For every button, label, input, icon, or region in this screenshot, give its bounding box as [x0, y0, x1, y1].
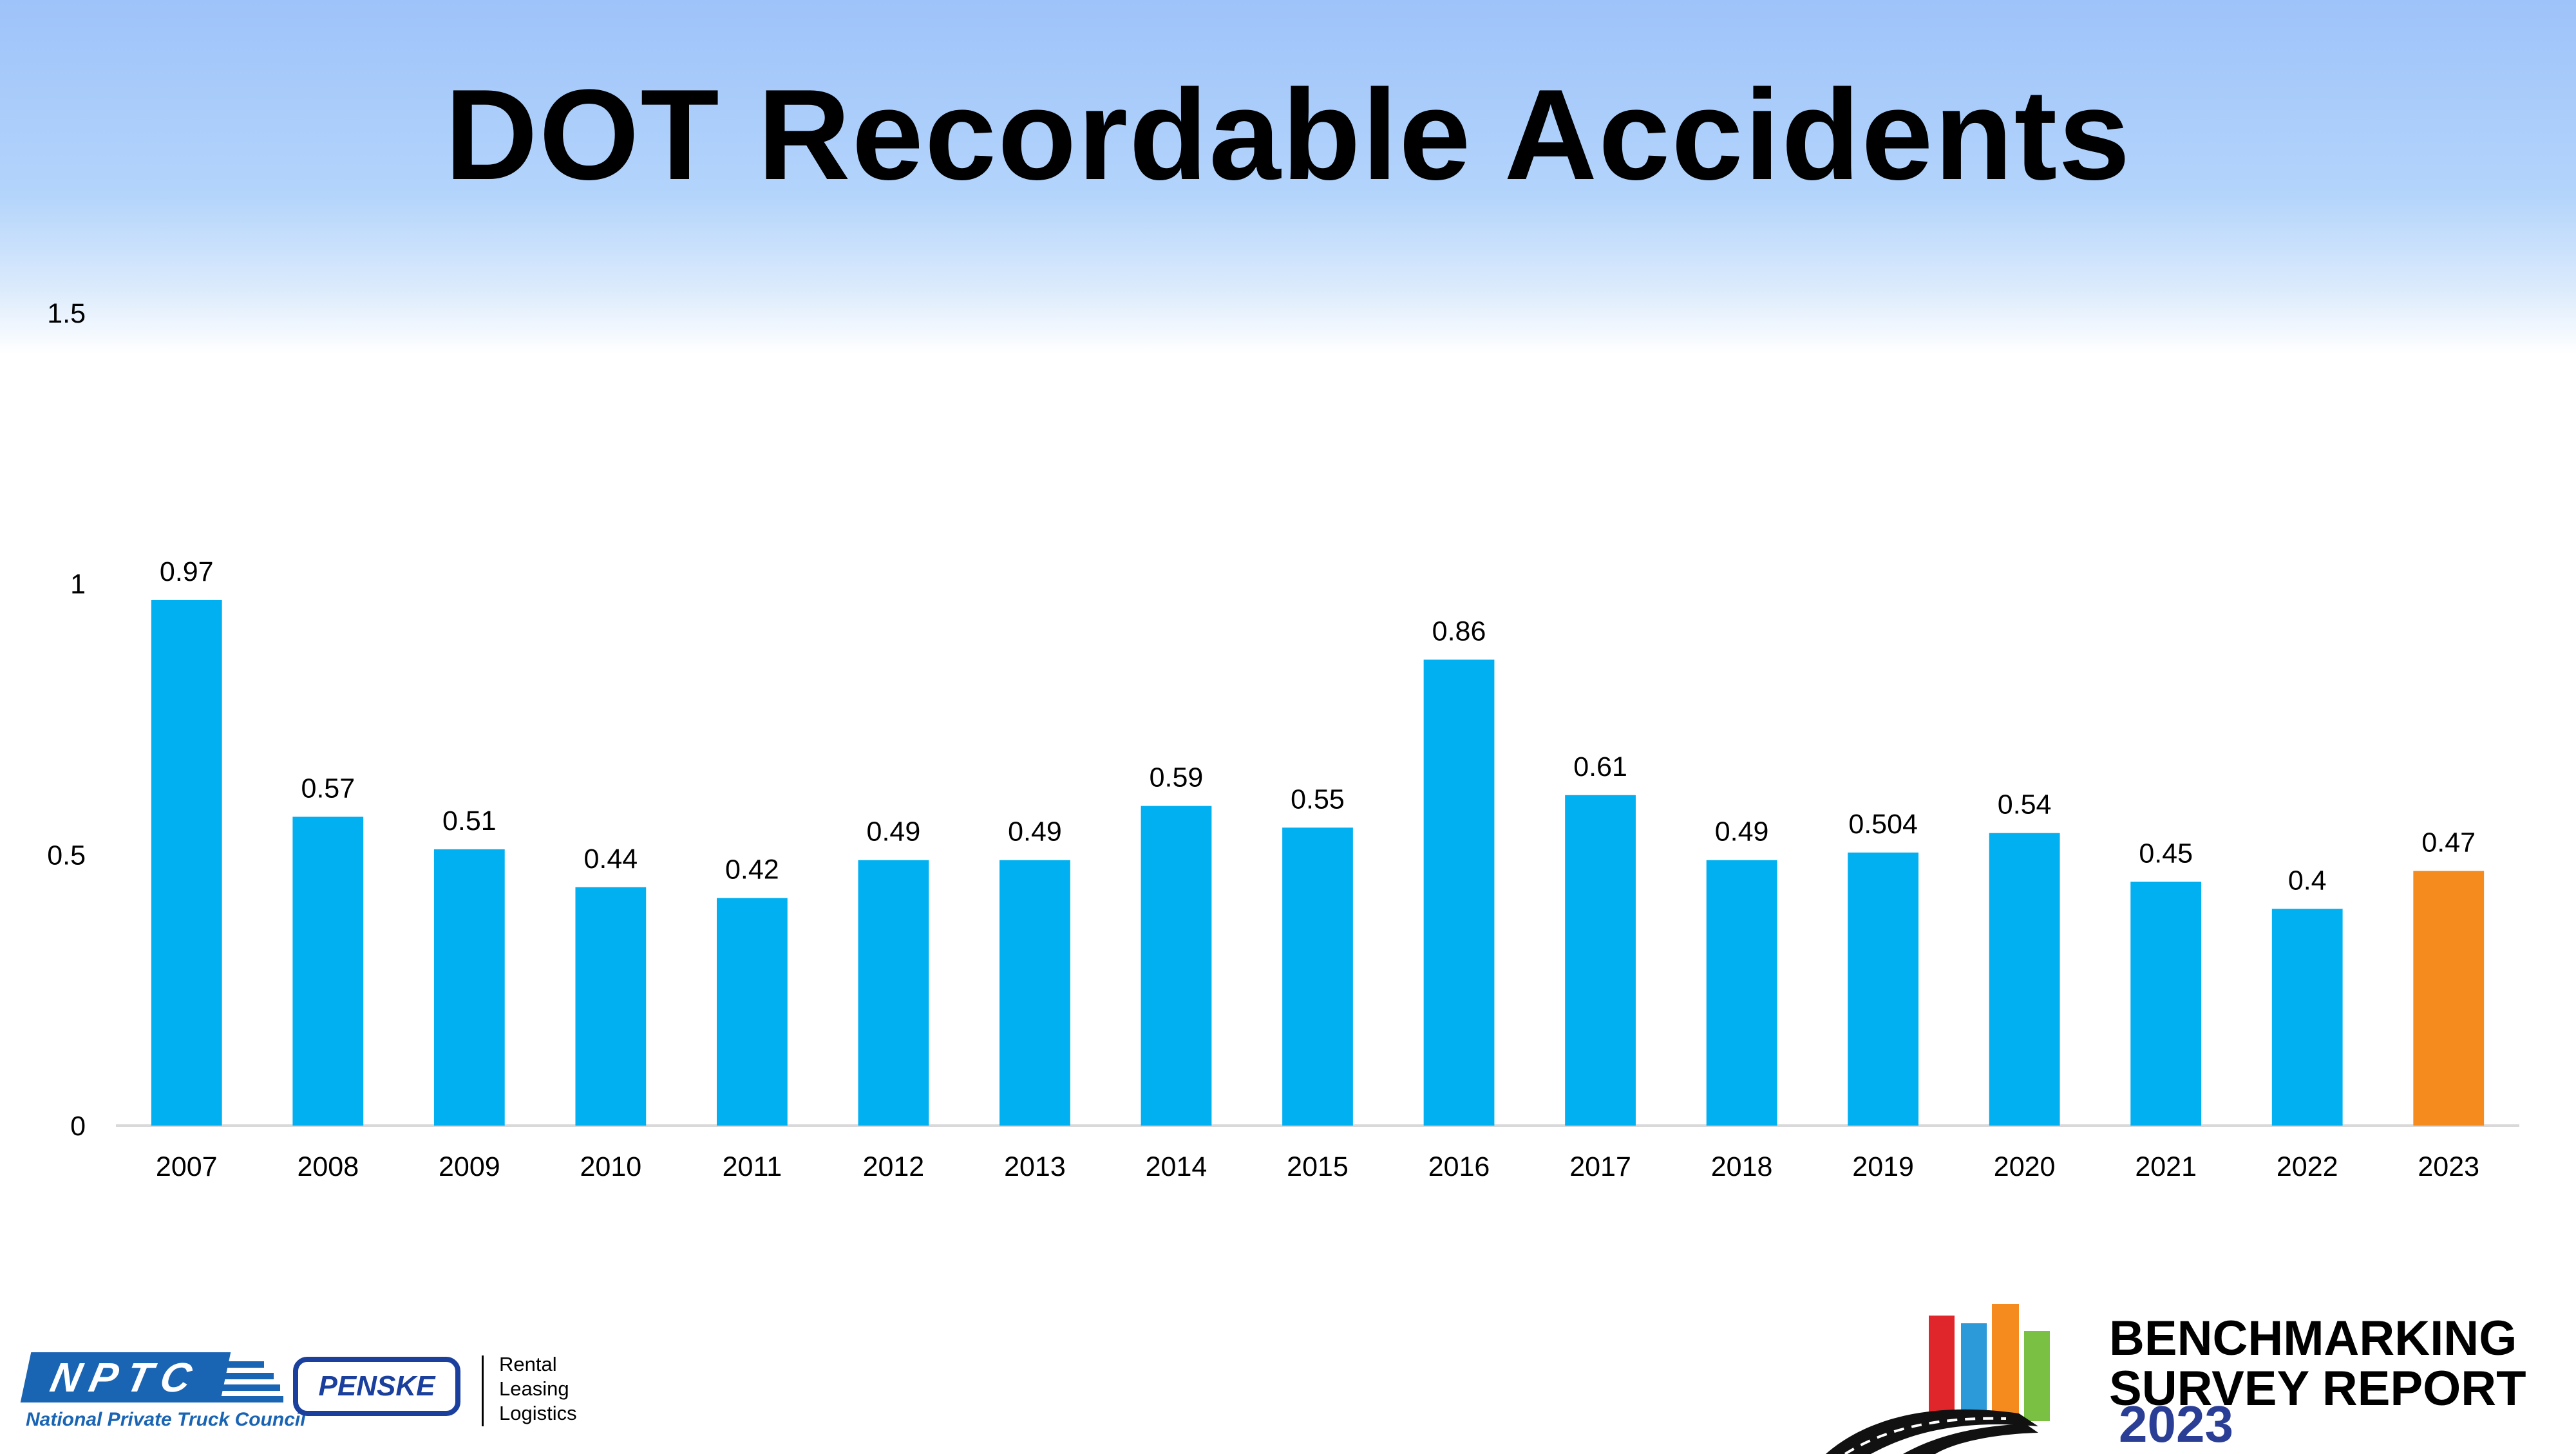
y-tick-label: 0.5 — [47, 840, 86, 871]
nptc-stripes-icon — [219, 1361, 283, 1402]
penske-service-logistics: Logistics — [499, 1402, 577, 1424]
penske-services: Rental Leasing Logistics — [499, 1352, 628, 1426]
x-tick-label-2017: 2017 — [1569, 1151, 1631, 1182]
bar-2018 — [1706, 860, 1777, 1126]
data-label-2016: 0.86 — [1432, 616, 1486, 647]
x-tick-label-2019: 2019 — [1852, 1151, 1914, 1182]
x-tick-label-2010: 2010 — [580, 1151, 642, 1182]
bar-2014 — [1141, 806, 1212, 1126]
x-tick-label-2020: 2020 — [1994, 1151, 2056, 1182]
bar-2019 — [1848, 852, 1918, 1126]
x-tick-label-2014: 2014 — [1146, 1151, 1208, 1182]
data-label-2013: 0.49 — [1008, 817, 1062, 847]
bar-2022 — [2271, 909, 2343, 1126]
bar-2008 — [292, 817, 364, 1126]
x-tick-label-2007: 2007 — [156, 1151, 218, 1182]
bar-2016 — [1423, 659, 1495, 1126]
x-tick-label-2018: 2018 — [1711, 1151, 1773, 1182]
x-tick-label-2021: 2021 — [2135, 1151, 2197, 1182]
x-tick-label-2012: 2012 — [863, 1151, 925, 1182]
penske-divider — [482, 1355, 484, 1426]
benchmarking-road-icon — [1826, 1304, 2050, 1454]
benchmarking-line2: SURVEY REPORT — [2109, 1361, 2526, 1416]
data-label-2018: 0.49 — [1715, 817, 1769, 847]
data-label-2022: 0.4 — [2288, 865, 2327, 896]
y-tick-label: 0 — [70, 1111, 86, 1142]
bar-2012 — [858, 860, 929, 1126]
x-axis: 2007 2008 2009 2010 2011 2012 2013 2014 2015 2016… — [156, 1151, 2479, 1182]
bar-2013 — [999, 860, 1070, 1126]
bar-2010 — [575, 887, 647, 1126]
bar-chart: 00.511.5 0.970.570.510.44 0.420.49 0.490.5… — [47, 298, 2519, 1182]
x-tick-label-2011: 2011 — [723, 1151, 782, 1182]
data-label-2012: 0.49 — [867, 817, 921, 847]
bar-2020 — [1989, 833, 2060, 1126]
nptc-caption: National Private Truck Council — [26, 1409, 306, 1430]
benchmarking-line1: BENCHMARKING — [2109, 1311, 2517, 1366]
slide-title: DOT Recordable Accidents — [444, 63, 2132, 207]
x-tick-label-2023: 2023 — [2418, 1151, 2479, 1182]
x-tick-label-2013: 2013 — [1004, 1151, 1066, 1182]
data-label-2015: 0.55 — [1291, 784, 1345, 815]
data-label-2007: 0.97 — [160, 556, 214, 587]
penske-service-rental: Rental — [499, 1353, 557, 1375]
bar-2009 — [433, 849, 505, 1126]
y-tick-label: 1.5 — [47, 298, 86, 329]
data-label-2017: 0.61 — [1573, 751, 1627, 782]
nptc-wordmark: NPTC — [20, 1352, 231, 1402]
data-label-2019: 0.504 — [1848, 809, 1918, 840]
data-label-2009: 0.51 — [442, 806, 497, 836]
bar-2011 — [717, 898, 788, 1126]
data-label-2014: 0.59 — [1150, 762, 1204, 793]
data-label-2011: 0.42 — [725, 854, 779, 885]
bar-2021 — [2130, 882, 2202, 1126]
header-band — [0, 0, 2576, 354]
data-label-2010: 0.44 — [584, 844, 638, 874]
y-axis: 0 0.5 1 1.5 — [47, 298, 86, 1142]
penske-logo: PENSKE — [293, 1357, 460, 1416]
x-tick-label-2008: 2008 — [297, 1151, 359, 1182]
nptc-logo: NPTC National Private Truck Council — [20, 1352, 306, 1436]
benchmarking-year: 2023 — [2119, 1395, 2233, 1453]
penske-service-leasing: Leasing — [499, 1377, 569, 1400]
bar-2015 — [1282, 827, 1353, 1126]
bar-2017 — [1565, 795, 1636, 1126]
data-label-2023: 0.47 — [2421, 827, 2476, 858]
bar-series — [151, 600, 2485, 1126]
data-label-2021: 0.45 — [2139, 838, 2193, 869]
benchmarking-title: BENCHMARKING SURVEY REPORT — [2109, 1314, 2573, 1414]
y-tick-label: 1 — [70, 569, 86, 600]
data-labels: 0.97 0.57 0.51 0.44 0.42 0.49 0.49 0.59 0.55 0.86… — [160, 556, 2476, 896]
x-tick-label-2022: 2022 — [2277, 1151, 2338, 1182]
data-label-2008: 0.57 — [301, 773, 355, 804]
x-tick-label-2015: 2015 — [1287, 1151, 1349, 1182]
bar-2023 — [2413, 871, 2485, 1126]
data-label-2020: 0.54 — [1998, 789, 2052, 820]
bar-2007 — [151, 600, 222, 1126]
x-tick-label-2016: 2016 — [1428, 1151, 1490, 1182]
x-tick-label-2009: 2009 — [439, 1151, 500, 1182]
